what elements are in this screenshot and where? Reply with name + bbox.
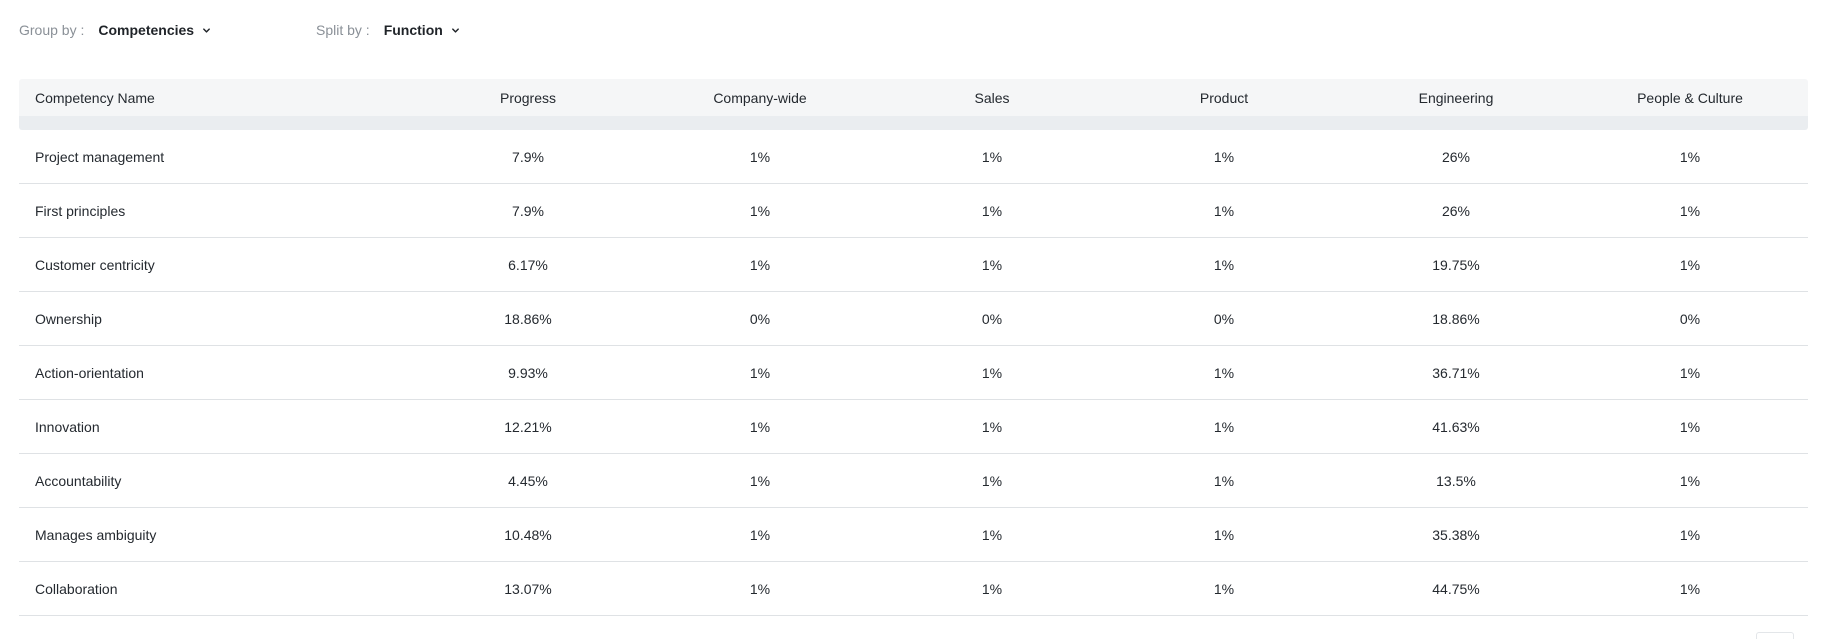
cell-sales: 1% (876, 453, 1108, 508)
competency-table: Competency Name Progress Company-wide Sa… (19, 79, 1808, 616)
cell-people-culture: 1% (1572, 453, 1808, 508)
cell-product: 1% (1108, 453, 1340, 508)
cell-company-wide: 1% (644, 561, 876, 616)
competency-table-container: Competency Name Progress Company-wide Sa… (19, 79, 1808, 616)
cell-sales: 1% (876, 183, 1108, 238)
cell-people-culture: 1% (1572, 130, 1808, 184)
split-by-value: Function (383, 22, 443, 38)
table-body: Project management 7.9% 1% 1% 1% 26% 1% First p… (19, 130, 1808, 616)
cell-sales: 1% (876, 507, 1108, 562)
column-header-product[interactable]: Product (1108, 79, 1340, 116)
cell-competency-name: Action-orientation (19, 345, 412, 400)
cell-sales: 1% (876, 345, 1108, 400)
cell-progress: 10.48% (412, 507, 644, 562)
column-header-progress[interactable]: Progress (412, 79, 644, 116)
cell-people-culture: 1% (1572, 183, 1808, 238)
cell-competency-name: Collaboration (19, 561, 412, 616)
cell-product: 0% (1108, 291, 1340, 346)
cell-sales: 1% (876, 561, 1108, 616)
cell-product: 1% (1108, 561, 1340, 616)
group-by-label: Group by : (19, 22, 85, 38)
cell-competency-name: Innovation (19, 399, 412, 454)
cell-product: 1% (1108, 130, 1340, 184)
filter-toolbar: Group by : Competencies Split by : Funct… (0, 0, 1824, 64)
table-row[interactable]: Innovation 12.21% 1% 1% 1% 41.63% 1% (19, 399, 1808, 454)
cell-people-culture: 1% (1572, 237, 1808, 292)
header-spacer (19, 116, 1808, 130)
chevron-down-icon (451, 27, 459, 33)
cell-competency-name: Project management (19, 130, 412, 184)
cell-people-culture: 1% (1572, 399, 1808, 454)
cell-competency-name: Accountability (19, 453, 412, 508)
cell-engineering: 41.63% (1340, 399, 1572, 454)
column-header-engineering[interactable]: Engineering (1340, 79, 1572, 116)
pagination-button[interactable] (1756, 632, 1794, 639)
cell-sales: 0% (876, 291, 1108, 346)
table-row[interactable]: Manages ambiguity 10.48% 1% 1% 1% 35.38% 1% (19, 507, 1808, 562)
group-by-dropdown[interactable]: Competencies (98, 22, 211, 38)
cell-people-culture: 1% (1572, 345, 1808, 400)
cell-engineering: 35.38% (1340, 507, 1572, 562)
cell-product: 1% (1108, 345, 1340, 400)
table-row[interactable]: Accountability 4.45% 1% 1% 1% 13.5% 1% (19, 453, 1808, 508)
cell-engineering: 26% (1340, 130, 1572, 184)
column-header-people-culture[interactable]: People & Culture (1572, 79, 1808, 116)
cell-product: 1% (1108, 507, 1340, 562)
column-header-company-wide[interactable]: Company-wide (644, 79, 876, 116)
cell-people-culture: 0% (1572, 291, 1808, 346)
column-header-sales[interactable]: Sales (876, 79, 1108, 116)
cell-sales: 1% (876, 237, 1108, 292)
cell-engineering: 36.71% (1340, 345, 1572, 400)
column-header-competency-name[interactable]: Competency Name (19, 79, 412, 116)
cell-progress: 7.9% (412, 183, 644, 238)
cell-engineering: 18.86% (1340, 291, 1572, 346)
group-by-value: Competencies (98, 22, 195, 38)
cell-progress: 13.07% (412, 561, 644, 616)
table-row[interactable]: Customer centricity 6.17% 1% 1% 1% 19.75% 1% (19, 237, 1808, 292)
cell-progress: 12.21% (412, 399, 644, 454)
cell-progress: 7.9% (412, 130, 644, 184)
cell-engineering: 26% (1340, 183, 1572, 238)
cell-people-culture: 1% (1572, 507, 1808, 562)
cell-sales: 1% (876, 399, 1108, 454)
cell-product: 1% (1108, 237, 1340, 292)
cell-sales: 1% (876, 130, 1108, 184)
cell-competency-name: Manages ambiguity (19, 507, 412, 562)
cell-company-wide: 1% (644, 399, 876, 454)
cell-progress: 18.86% (412, 291, 644, 346)
cell-progress: 9.93% (412, 345, 644, 400)
cell-company-wide: 1% (644, 130, 876, 184)
table-header-row: Competency Name Progress Company-wide Sa… (19, 79, 1808, 116)
cell-progress: 4.45% (412, 453, 644, 508)
split-by-dropdown[interactable]: Function (384, 22, 460, 38)
cell-product: 1% (1108, 399, 1340, 454)
cell-competency-name: Ownership (19, 291, 412, 346)
chevron-down-icon (203, 27, 210, 33)
cell-company-wide: 1% (644, 345, 876, 400)
cell-company-wide: 0% (644, 291, 876, 346)
cell-company-wide: 1% (644, 507, 876, 562)
group-by-control: Group by : Competencies (19, 22, 211, 38)
cell-competency-name: First principles (19, 183, 412, 238)
cell-engineering: 19.75% (1340, 237, 1572, 292)
cell-company-wide: 1% (644, 453, 876, 508)
cell-progress: 6.17% (412, 237, 644, 292)
cell-people-culture: 1% (1572, 561, 1808, 616)
table-row[interactable]: Project management 7.9% 1% 1% 1% 26% 1% (19, 130, 1808, 184)
cell-engineering: 13.5% (1340, 453, 1572, 508)
table-row[interactable]: First principles 7.9% 1% 1% 1% 26% 1% (19, 183, 1808, 238)
table-row[interactable]: Ownership 18.86% 0% 0% 0% 18.86% 0% (19, 291, 1808, 346)
cell-competency-name: Customer centricity (19, 237, 412, 292)
cell-product: 1% (1108, 183, 1340, 238)
split-by-control: Split by : Function (316, 22, 460, 38)
table-row[interactable]: Action-orientation 9.93% 1% 1% 1% 36.71% 1% (19, 345, 1808, 400)
cell-company-wide: 1% (644, 237, 876, 292)
table-row[interactable]: Collaboration 13.07% 1% 1% 1% 44.75% 1% (19, 561, 1808, 616)
cell-engineering: 44.75% (1340, 561, 1572, 616)
split-by-label: Split by : (316, 22, 370, 38)
cell-company-wide: 1% (644, 183, 876, 238)
